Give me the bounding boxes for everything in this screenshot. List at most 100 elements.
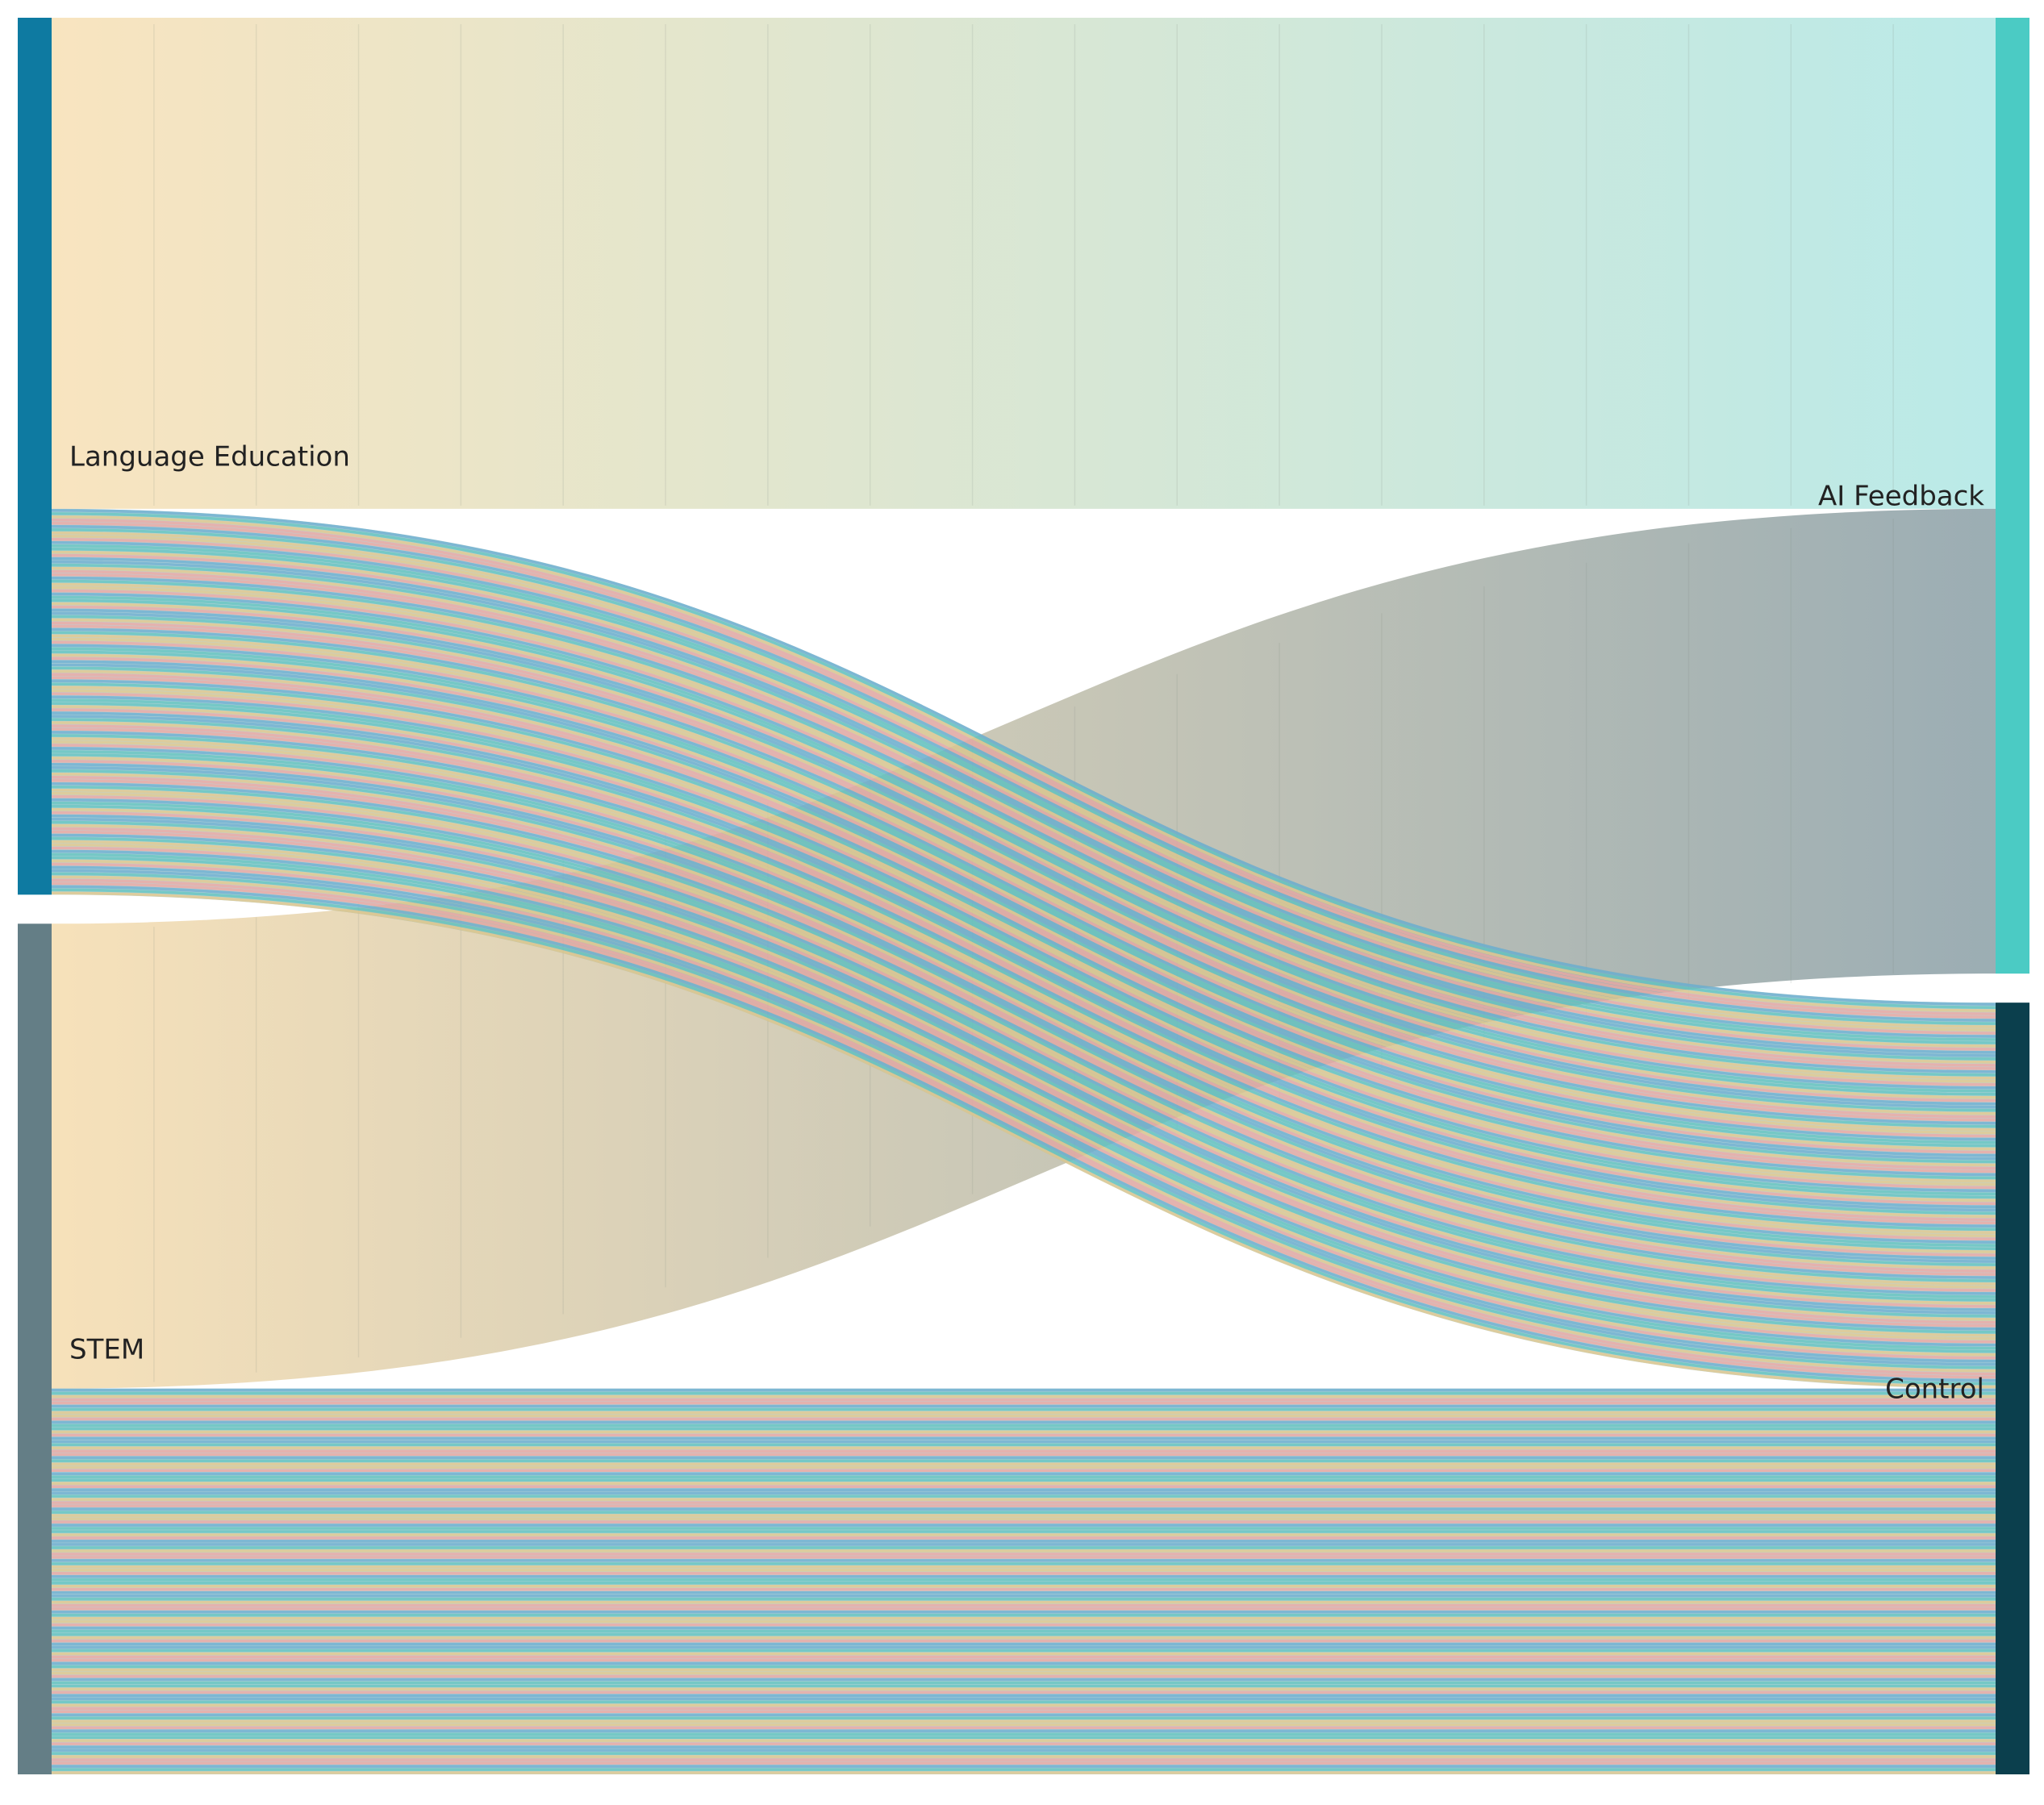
node-label-control: Control	[1885, 1374, 1984, 1406]
link-language-to-control-strand	[51, 814, 1996, 1311]
link-language-to-control-strand	[51, 705, 1996, 1203]
link-language-to-control-strand	[51, 830, 1996, 1328]
link-language-to-control-strand	[51, 650, 1996, 1148]
link-language-to-control-strand	[51, 788, 1996, 1286]
link-language-to-control-strand	[51, 676, 1996, 1173]
link-language-to-control-strand	[51, 519, 1996, 1015]
link-language-to-control-strand	[51, 657, 1996, 1154]
link-language-to-control-strand	[51, 734, 1996, 1232]
link-language-to-control-strand	[51, 724, 1996, 1222]
link-language-to-control-strand	[51, 773, 1996, 1269]
link-language-to-control-strand	[51, 791, 1996, 1289]
link-language-to-control-strand	[51, 598, 1996, 1096]
link-language-to-control-strand	[51, 843, 1996, 1340]
link-language-to-control-strand	[51, 673, 1996, 1170]
link-language-to-control-strand	[51, 744, 1996, 1240]
link-language-to-control-strand	[51, 573, 1996, 1070]
link-language-to-control-strand	[51, 560, 1996, 1057]
link-language-to-control-strand	[51, 794, 1996, 1292]
link-language-to-control-strand	[51, 569, 1996, 1067]
link-language-to-control-strand	[51, 731, 1996, 1228]
labels-layer: Language Education STEM AI Feedback Control	[69, 441, 1984, 1406]
link-language-to-control-strand	[51, 563, 1996, 1061]
link-language-to-control-strand	[51, 544, 1996, 1041]
link-language-to-control-strand	[51, 775, 1996, 1273]
link-language-to-control-strand	[51, 763, 1996, 1260]
link-language-to-control-strand	[51, 611, 1996, 1109]
link-language-to-control-strand	[51, 750, 1996, 1247]
link-language-to-control-strand	[51, 836, 1996, 1334]
link-stem-to-control	[51, 1388, 1996, 1774]
link-language-to-control-strand	[51, 531, 1996, 1028]
link-language-to-control-strand	[51, 647, 1996, 1144]
link-language-to-control-strand	[51, 547, 1996, 1044]
link-language-to-control-strand	[51, 811, 1996, 1308]
link-language-to-control-strand	[51, 666, 1996, 1164]
link-language-to-control-strand	[51, 592, 1996, 1090]
link-language-to-control-strand	[51, 740, 1996, 1238]
link-language-to-control-strand	[51, 640, 1996, 1138]
link-language-to-control-strand	[51, 885, 1996, 1382]
link-language-to-control-strand	[51, 840, 1996, 1337]
link-language-to-control-strand	[51, 566, 1996, 1064]
link-language-to-control-strand	[51, 872, 1996, 1369]
link-language-to-control-strand	[51, 782, 1996, 1279]
link-language-to-control-strand	[51, 718, 1996, 1215]
link-language-to-control-strand	[51, 695, 1996, 1193]
link-language-to-control-strand	[51, 522, 1996, 1019]
link-language-to-control-strand	[51, 663, 1996, 1161]
link-language-to-control-strand	[51, 875, 1996, 1373]
link-language-to-control-strand	[51, 509, 1996, 1006]
link-language-to-control-strand	[51, 679, 1996, 1177]
link-language-to-control-strand	[51, 888, 1996, 1386]
link-language-to-control-strand	[51, 528, 1996, 1025]
link-language-to-control-strand	[51, 827, 1996, 1324]
link-language-to-control-strand	[51, 692, 1996, 1190]
link-language-to-control-strand	[51, 747, 1996, 1244]
link-language-to-control-strand	[51, 553, 1996, 1051]
link-language-to-control-strand	[51, 882, 1996, 1379]
link-language-to-control-strand	[51, 689, 1996, 1186]
link-language-to-control-strand	[51, 778, 1996, 1276]
link-language-to-control-strand	[51, 653, 1996, 1151]
link-language-to-control-strand	[51, 608, 1996, 1106]
link-language-to-ai-texture	[153, 24, 1894, 506]
link-language-to-ai	[52, 18, 1996, 509]
link-language-to-control-strand	[51, 862, 1996, 1360]
node-bar-stem	[18, 923, 52, 1774]
link-language-to-control-strand	[51, 721, 1996, 1219]
link-language-to-control-strand	[51, 669, 1996, 1167]
link-stem-to-control-band	[52, 1388, 1996, 1774]
link-language-to-control-strand	[51, 557, 1996, 1054]
links-layer	[51, 18, 1996, 1774]
link-language-to-control-strand	[51, 702, 1996, 1199]
link-language-to-control-strand	[51, 624, 1996, 1122]
link-language-to-control-strand	[51, 579, 1996, 1077]
link-language-to-control-strand	[51, 605, 1996, 1103]
link-language-to-control-strand	[51, 846, 1996, 1344]
link-language-to-control-strand	[51, 582, 1996, 1080]
link-language-to-control-strand	[51, 586, 1996, 1083]
link-language-to-control-strand	[51, 865, 1996, 1363]
link-language-to-control-strand	[51, 708, 1996, 1206]
link-language-to-control-strand	[51, 515, 1996, 1012]
node-bar-language	[18, 18, 52, 895]
link-language-to-control-strand	[51, 760, 1996, 1257]
link-language-to-control-strand	[51, 833, 1996, 1331]
link-language-to-control-strand	[51, 711, 1996, 1209]
link-language-to-control-strand	[51, 849, 1996, 1347]
link-language-to-control-strand	[51, 859, 1996, 1357]
link-language-to-control-strand	[51, 618, 1996, 1115]
link-language-to-control-strand	[51, 817, 1996, 1315]
link-language-to-control-strand	[51, 856, 1996, 1353]
link-language-to-control-strand	[51, 804, 1996, 1302]
nodes-layer	[18, 18, 2029, 1774]
link-language-to-control-strand	[51, 550, 1996, 1048]
link-language-to-control-strand	[51, 798, 1996, 1295]
link-language-to-control-strand	[51, 807, 1996, 1305]
link-language-to-control-strand	[51, 595, 1996, 1093]
link-language-to-control-strand	[51, 753, 1996, 1250]
node-label-stem: STEM	[69, 1334, 144, 1366]
link-language-to-control-strand	[51, 852, 1996, 1350]
